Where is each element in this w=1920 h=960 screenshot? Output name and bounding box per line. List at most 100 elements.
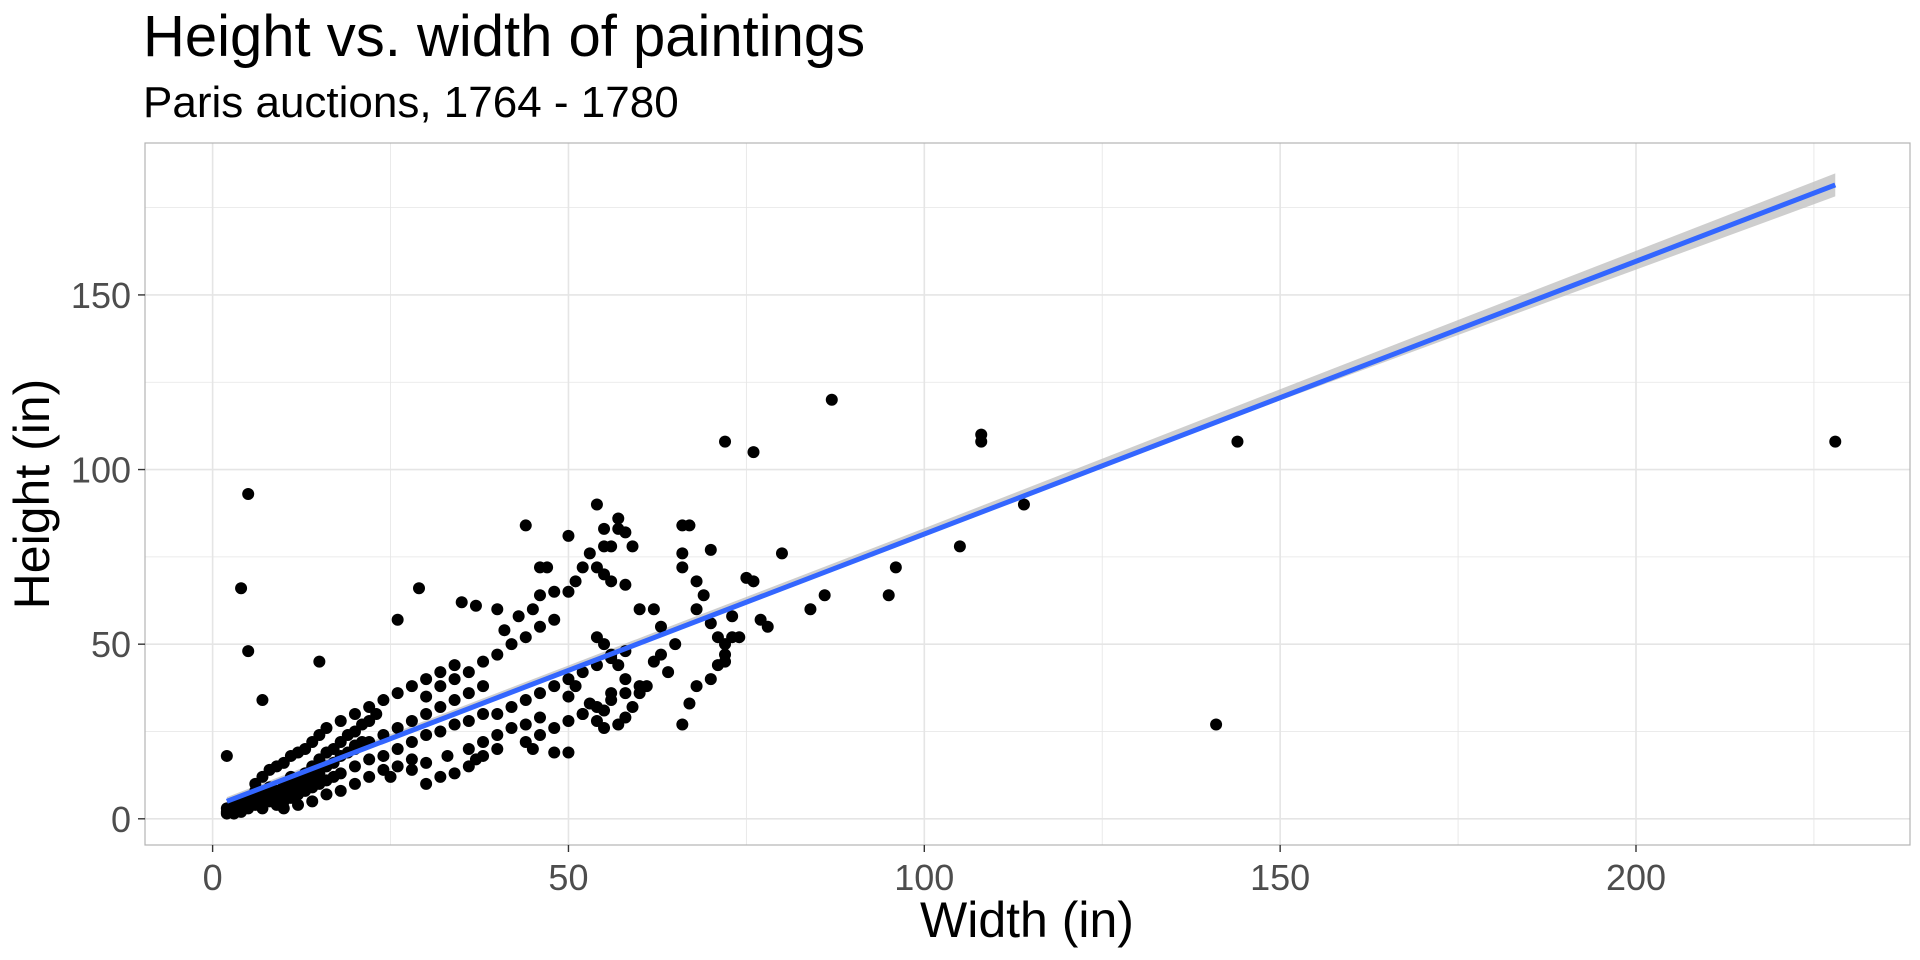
- data-point: [626, 701, 639, 714]
- data-point: [541, 561, 554, 574]
- data-point: [690, 680, 703, 693]
- data-point: [690, 603, 703, 616]
- x-tick-label: 50: [548, 857, 588, 898]
- data-point: [533, 728, 546, 741]
- data-point: [669, 638, 682, 651]
- data-point: [548, 746, 561, 759]
- data-point: [562, 690, 575, 703]
- data-point: [676, 547, 689, 560]
- data-point: [619, 711, 632, 724]
- data-point: [576, 666, 589, 679]
- x-tick-label: 150: [1250, 857, 1310, 898]
- data-point: [825, 393, 838, 406]
- data-point: [619, 526, 632, 539]
- data-point: [562, 715, 575, 728]
- data-point: [334, 767, 347, 780]
- data-point: [391, 760, 404, 773]
- chart-title: Height vs. width of paintings: [143, 4, 865, 69]
- data-point: [462, 666, 475, 679]
- data-point: [583, 547, 596, 560]
- data-point: [605, 687, 618, 700]
- data-point: [576, 561, 589, 574]
- data-point: [420, 756, 433, 769]
- data-point: [519, 718, 532, 731]
- data-point: [220, 749, 233, 762]
- data-point: [612, 659, 625, 672]
- data-point: [441, 749, 454, 762]
- data-point: [448, 659, 461, 672]
- data-point: [235, 582, 248, 595]
- data-point: [477, 749, 490, 762]
- data-point: [334, 715, 347, 728]
- panel-border: [144, 142, 1911, 846]
- data-point: [1231, 435, 1244, 448]
- data-point: [526, 603, 539, 616]
- data-point: [605, 575, 618, 588]
- y-axis-title: Height (in): [4, 379, 60, 610]
- data-point: [306, 795, 319, 808]
- confidence-band-area: [226, 173, 1836, 806]
- y-tick-label: 0: [111, 799, 131, 840]
- data-point: [704, 617, 717, 630]
- data-point: [405, 715, 418, 728]
- data-point: [548, 585, 561, 598]
- data-point: [348, 777, 361, 790]
- y-axis-ticks: 0 50 100 150: [71, 275, 145, 840]
- data-point: [619, 673, 632, 686]
- data-point: [761, 620, 774, 633]
- data-point: [519, 694, 532, 707]
- data-point: [448, 767, 461, 780]
- data-point: [1017, 498, 1030, 511]
- data-point: [562, 746, 575, 759]
- data-point: [277, 802, 290, 815]
- data-point: [420, 777, 433, 790]
- data-point: [704, 543, 717, 556]
- data-point: [363, 701, 376, 714]
- data-point: [533, 711, 546, 724]
- data-point: [477, 708, 490, 721]
- data-point: [320, 722, 333, 734]
- data-point: [519, 631, 532, 644]
- data-point: [512, 610, 525, 623]
- data-point: [882, 589, 895, 602]
- chart-subtitle: Paris auctions, 1764 - 1780: [143, 78, 679, 127]
- data-point: [498, 624, 511, 637]
- data-point: [348, 760, 361, 773]
- data-point: [391, 722, 404, 734]
- fit-line: [225, 182, 1837, 804]
- data-point: [619, 578, 632, 591]
- data-point: [598, 704, 611, 717]
- x-tick-label: 100: [894, 857, 954, 898]
- data-point: [889, 561, 902, 574]
- data-point: [313, 655, 326, 668]
- data-point: [697, 589, 710, 602]
- data-point: [477, 735, 490, 748]
- data-point: [391, 687, 404, 700]
- data-point: [818, 589, 831, 602]
- data-point: [548, 613, 561, 626]
- data-point: [320, 788, 333, 801]
- data-point: [377, 749, 390, 762]
- data-point: [590, 715, 603, 728]
- data-point: [292, 798, 305, 811]
- data-point: [448, 694, 461, 707]
- data-point: [633, 603, 646, 616]
- data-point: [662, 666, 675, 679]
- x-axis-title: Width (in): [920, 892, 1134, 948]
- data-point: [953, 540, 966, 553]
- data-point: [676, 561, 689, 574]
- data-point: [605, 540, 618, 553]
- data-point: [647, 603, 660, 616]
- data-point: [448, 673, 461, 686]
- data-point: [590, 631, 603, 644]
- data-point: [619, 687, 632, 700]
- data-point: [519, 519, 532, 532]
- data-point: [348, 708, 361, 721]
- data-point: [391, 742, 404, 755]
- data-point: [690, 575, 703, 588]
- data-point: [434, 701, 447, 714]
- y-tick-label: 150: [71, 275, 131, 316]
- data-point: [726, 631, 739, 644]
- data-point: [683, 697, 696, 710]
